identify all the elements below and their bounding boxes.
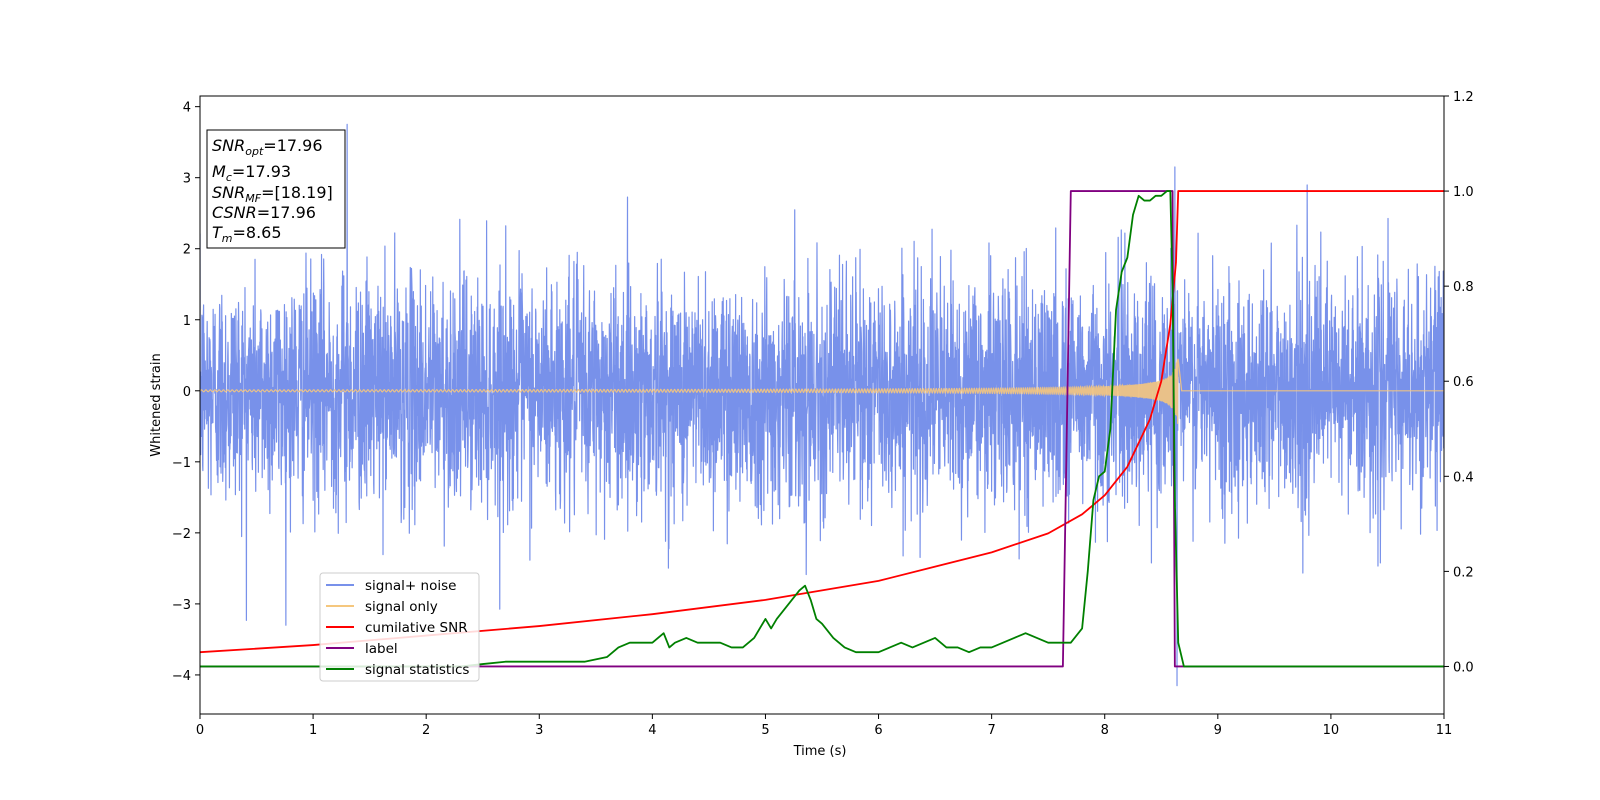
info-csnr: CSNR=17.96 bbox=[212, 203, 316, 222]
x-tick-label: 11 bbox=[1436, 723, 1453, 738]
legend-frame bbox=[319, 572, 480, 682]
y2-tick-label: 1.0 bbox=[1453, 185, 1474, 200]
legend-label-signal-only: signal only bbox=[365, 599, 438, 615]
y-tick-label: 2 bbox=[183, 243, 191, 258]
x-tick-label: 0 bbox=[196, 723, 204, 738]
legend-entry: label bbox=[326, 641, 398, 657]
legend-label-signal-statistics: signal statistics bbox=[365, 662, 469, 678]
info-snr-mf: SNRMF=[18.19] bbox=[212, 183, 333, 205]
x-tick-label: 10 bbox=[1323, 723, 1340, 738]
x-tick-label: 1 bbox=[309, 723, 317, 738]
info-merger-time: Tm=8.65 bbox=[212, 223, 282, 245]
legend: signal+ noise signal only cumilative SNR… bbox=[319, 572, 480, 682]
x-tick-label: 6 bbox=[874, 723, 882, 738]
series-signal-noise bbox=[200, 123, 1444, 687]
y-axis-left: −4 −3 −2 −1 0 1 2 3 4 bbox=[172, 101, 200, 684]
y-tick-label: 3 bbox=[183, 172, 191, 187]
y2-tick-label: 0.8 bbox=[1453, 280, 1474, 295]
y2-tick-label: 1.2 bbox=[1453, 90, 1474, 105]
y-axis-right: 0.0 0.2 0.4 0.6 0.8 1.0 1.2 bbox=[1444, 90, 1474, 675]
y-tick-label: −1 bbox=[172, 456, 191, 471]
x-axis-title: Time (s) bbox=[793, 744, 847, 759]
y-tick-label: 4 bbox=[183, 101, 191, 116]
y2-tick-label: 0.2 bbox=[1453, 565, 1474, 580]
info-snr-opt: SNRopt=17.96 bbox=[212, 136, 323, 158]
y2-tick-label: 0.6 bbox=[1453, 375, 1474, 390]
x-tick-label: 2 bbox=[422, 723, 430, 738]
legend-entry: signal only bbox=[326, 599, 438, 615]
x-tick-label: 8 bbox=[1101, 723, 1109, 738]
x-axis: 0 1 2 3 4 5 6 7 8 9 10 11 bbox=[196, 714, 1452, 738]
legend-label-cumulative-snr: cumilative SNR bbox=[365, 620, 468, 636]
x-tick-label: 7 bbox=[987, 723, 995, 738]
legend-label-signal-noise: signal+ noise bbox=[365, 578, 456, 594]
y-tick-label: 0 bbox=[183, 385, 191, 400]
y-tick-label: −3 bbox=[172, 598, 191, 613]
legend-entry: signal+ noise bbox=[326, 578, 456, 594]
y-tick-label: −4 bbox=[172, 669, 191, 684]
series-signal-only bbox=[200, 358, 1444, 424]
x-tick-label: 9 bbox=[1214, 723, 1222, 738]
y2-tick-label: 0.4 bbox=[1453, 470, 1474, 485]
plot-frame bbox=[199, 95, 1445, 715]
y-tick-label: 1 bbox=[183, 314, 191, 329]
legend-entry: cumilative SNR bbox=[326, 620, 468, 636]
info-box-frame bbox=[206, 129, 346, 249]
legend-entry: signal statistics bbox=[326, 662, 469, 678]
y-tick-label: −2 bbox=[172, 527, 191, 542]
plot-lines bbox=[200, 123, 1444, 687]
y-axis-title: Whitened strain bbox=[149, 353, 164, 456]
info-chirp-mass: Mc=17.93 bbox=[212, 162, 291, 184]
x-tick-label: 4 bbox=[648, 723, 656, 738]
x-tick-label: 3 bbox=[535, 723, 543, 738]
legend-label-label: label bbox=[365, 641, 398, 657]
series-cumulative-snr bbox=[200, 190, 1444, 654]
snr-info-box: SNRopt=17.96 Mc=17.93 SNRMF=[18.19] CSNR… bbox=[206, 129, 346, 249]
x-tick-label: 5 bbox=[761, 723, 769, 738]
series-signal-statistics bbox=[200, 190, 1444, 668]
y2-tick-label: 0.0 bbox=[1453, 660, 1474, 675]
